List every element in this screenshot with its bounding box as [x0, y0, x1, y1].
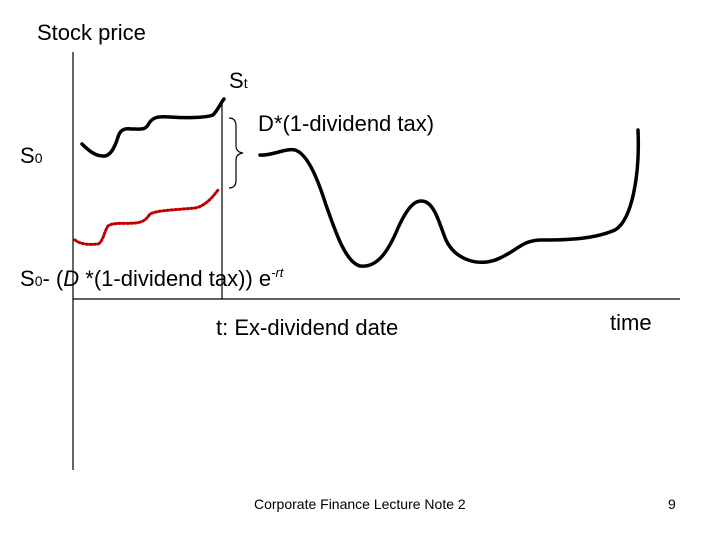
footer-text: Corporate Finance Lecture Note 2	[254, 496, 466, 512]
s0-subscript: 0	[34, 150, 43, 166]
price-path-after	[258, 128, 641, 268]
pv-rest: *(1-dividend tax)) e	[79, 266, 272, 291]
st-label: St	[229, 68, 248, 94]
pv-superscript: -rt	[271, 265, 284, 280]
pv-subscript: 0	[34, 273, 43, 289]
adjusted-path	[73, 188, 220, 246]
s0-label: S0	[20, 143, 42, 169]
x-axis-label: time	[610, 310, 652, 335]
pv-s: S	[20, 266, 35, 291]
st-main: S	[229, 68, 244, 93]
pv-mid: - (	[42, 266, 64, 291]
dividend-label: D*(1-dividend tax)	[258, 111, 435, 136]
pv-label: S0- (D *(1-dividend tax)) e-rt	[20, 265, 284, 292]
ex-dividend-label: t: Ex-dividend date	[216, 315, 399, 340]
s0-main: S	[20, 143, 35, 168]
price-path-before	[80, 97, 226, 158]
y-axis-label: Stock price	[37, 20, 146, 45]
page-number: 9	[668, 496, 676, 512]
pv-d: D	[63, 266, 80, 291]
dividend-brace	[228, 117, 244, 189]
st-subscript: t	[243, 75, 248, 91]
